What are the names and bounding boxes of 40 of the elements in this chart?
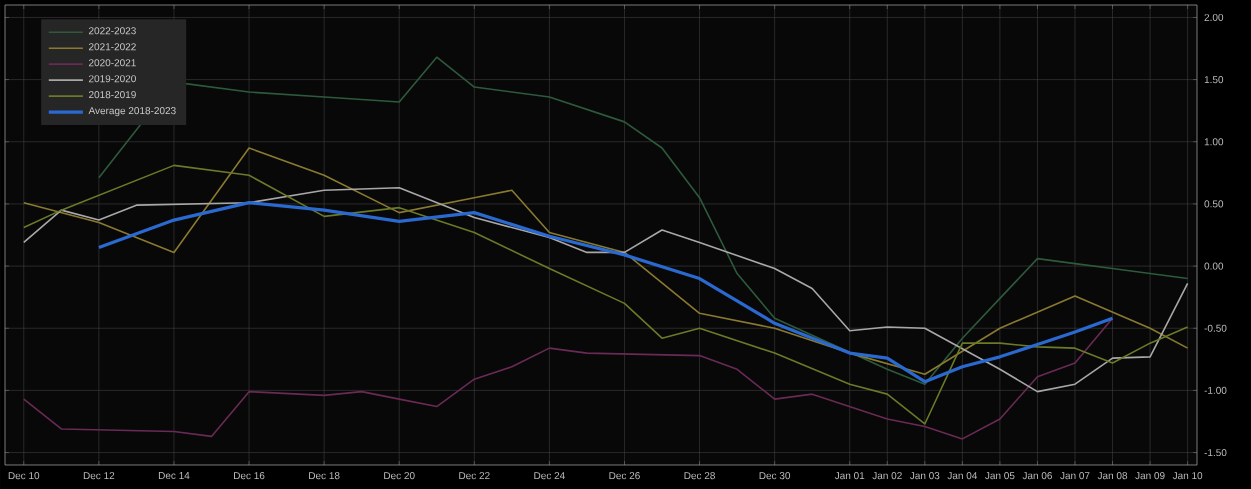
y-tick-label: 0.00 xyxy=(1204,262,1224,270)
x-tick-label: Dec 20 xyxy=(384,472,415,480)
x-tick-label: Jan 06 xyxy=(1022,472,1052,480)
legend-label: 2020-2021 xyxy=(89,59,136,67)
x-tick-label: Dec 16 xyxy=(234,472,265,480)
x-tick-label: Jan 09 xyxy=(1135,472,1165,480)
x-tick-label: Dec 22 xyxy=(459,472,490,480)
line-series xyxy=(22,317,1114,440)
x-tick-label: Dec 24 xyxy=(534,472,565,480)
x-tick-label: Jan 05 xyxy=(985,472,1015,480)
legend-label: 2022-2023 xyxy=(89,27,136,35)
line-series xyxy=(22,164,1189,425)
y-tick-label: -1.50 xyxy=(1204,449,1227,457)
x-tick-label: Jan 07 xyxy=(1060,472,1090,480)
legend-label: 2019-2020 xyxy=(89,75,136,83)
legend-label: 2021-2022 xyxy=(89,43,136,51)
y-tick-label: -0.50 xyxy=(1204,324,1227,332)
x-tick-label: Dec 10 xyxy=(8,472,40,480)
line-series xyxy=(22,147,1189,376)
x-tick-label: Dec 12 xyxy=(83,472,115,480)
x-tick-label: Jan 08 xyxy=(1097,472,1128,480)
x-tick-label: Jan 10 xyxy=(1172,472,1203,480)
line-series xyxy=(22,186,1189,393)
line-series xyxy=(97,201,1115,384)
x-tick-label: Jan 01 xyxy=(834,472,865,480)
legend-label: 2018-2019 xyxy=(89,91,136,99)
x-tick-label: Dec 26 xyxy=(609,472,640,480)
x-tick-label: Jan 04 xyxy=(947,472,978,480)
x-tick-label: Dec 14 xyxy=(158,472,190,480)
y-tick-label: 2.00 xyxy=(1204,13,1224,21)
y-tick-label: 0.50 xyxy=(1204,200,1224,208)
y-tick-label: -1.00 xyxy=(1204,386,1227,394)
x-tick-label: Dec 18 xyxy=(309,472,340,480)
x-tick-label: Dec 28 xyxy=(684,472,715,480)
x-tick-label: Jan 03 xyxy=(909,472,940,480)
x-tick-label: Jan 02 xyxy=(872,472,902,480)
legend-label: Average 2018-2023 xyxy=(88,107,176,117)
y-tick-label: 1.50 xyxy=(1204,76,1224,84)
x-tick-label: Dec 30 xyxy=(759,472,791,480)
y-tick-label: 1.00 xyxy=(1204,138,1224,146)
